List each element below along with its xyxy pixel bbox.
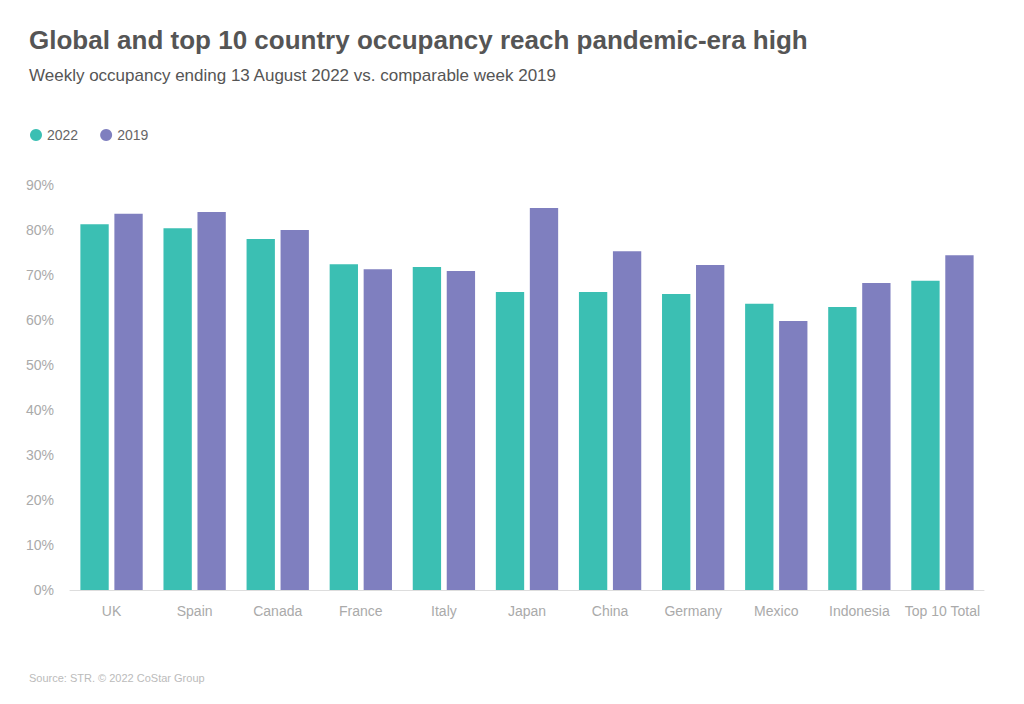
svg-text:80%: 80% [26,222,54,238]
svg-text:Germany: Germany [664,603,722,619]
svg-text:30%: 30% [26,447,54,463]
svg-text:Weekly occupancy ending 13 Aug: Weekly occupancy ending 13 August 2022 v… [29,66,556,85]
svg-text:Spain: Spain [177,603,213,619]
svg-text:0%: 0% [34,582,54,598]
svg-text:2019: 2019 [117,127,148,143]
svg-text:Source: STR. © 2022 CoStar Gro: Source: STR. © 2022 CoStar Group [29,672,205,684]
svg-text:Mexico: Mexico [754,603,799,619]
svg-text:40%: 40% [26,402,54,418]
svg-text:Indonesia: Indonesia [829,603,890,619]
svg-text:China: China [592,603,629,619]
svg-text:50%: 50% [26,357,54,373]
svg-text:Canada: Canada [253,603,302,619]
svg-text:Global and top 10 country occu: Global and top 10 country occupancy reac… [29,25,808,55]
svg-text:UK: UK [102,603,122,619]
svg-text:60%: 60% [26,312,54,328]
svg-text:90%: 90% [26,177,54,193]
svg-text:10%: 10% [26,537,54,553]
svg-text:Japan: Japan [508,603,546,619]
svg-text:20%: 20% [26,492,54,508]
svg-text:Top 10 Total: Top 10 Total [905,603,980,619]
svg-text:France: France [339,603,383,619]
svg-text:2022: 2022 [47,127,78,143]
svg-text:Italy: Italy [431,603,457,619]
svg-text:70%: 70% [26,267,54,283]
